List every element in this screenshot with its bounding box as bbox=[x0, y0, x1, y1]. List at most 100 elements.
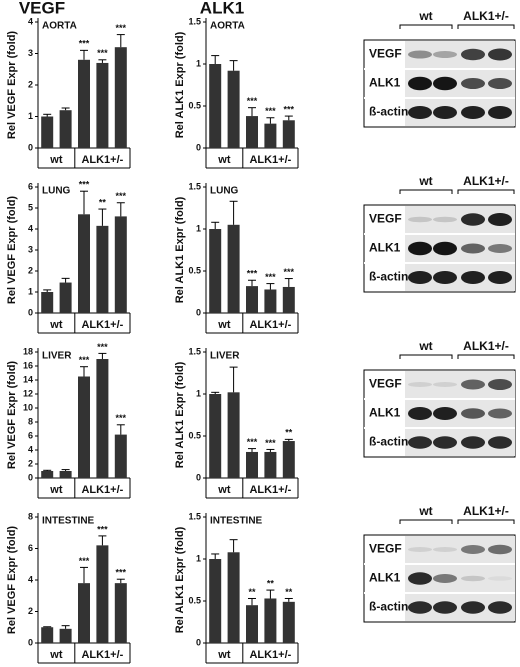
bar bbox=[246, 116, 258, 148]
blot-band bbox=[461, 436, 485, 449]
blot-bracket bbox=[399, 189, 453, 194]
panel-title: LIVER bbox=[210, 351, 240, 362]
blot-row-label: ALK1 bbox=[369, 571, 401, 585]
blot-band bbox=[461, 48, 485, 61]
bar bbox=[282, 120, 295, 148]
bar bbox=[41, 471, 54, 478]
blot-group-label: wt bbox=[418, 174, 432, 188]
y-tick-label: 6 bbox=[28, 430, 33, 440]
y-tick-label: 8 bbox=[28, 511, 33, 521]
y-tick-label: 4 bbox=[28, 16, 33, 26]
y-tick-label: 2 bbox=[28, 79, 33, 89]
bar bbox=[114, 47, 127, 149]
y-tick-label: 1 bbox=[196, 58, 201, 68]
significance-label: ** bbox=[99, 197, 107, 207]
blot-band bbox=[461, 575, 485, 582]
column-title: VEGF bbox=[19, 0, 65, 17]
blot-band bbox=[461, 408, 485, 419]
significance-label: ** bbox=[285, 428, 293, 438]
bar bbox=[264, 451, 277, 478]
blot-bracket bbox=[457, 24, 515, 29]
blot-band bbox=[433, 216, 457, 223]
y-tick-label: 2 bbox=[28, 606, 33, 616]
blot-band bbox=[461, 106, 485, 119]
significance-label: *** bbox=[116, 191, 127, 201]
y-tick-label: 14 bbox=[23, 374, 33, 384]
group-label: wt bbox=[217, 484, 231, 496]
y-tick-label: 0 bbox=[28, 142, 33, 152]
blot-row-label: VEGF bbox=[369, 542, 402, 556]
bar bbox=[264, 598, 277, 643]
blot-band bbox=[408, 547, 432, 552]
bar bbox=[227, 392, 240, 478]
bar bbox=[78, 583, 90, 643]
y-axis-label: Rel VEGF Expr (fold) bbox=[6, 196, 18, 305]
y-tick-label: 0 bbox=[28, 307, 33, 317]
blot-band bbox=[488, 48, 512, 61]
significance-label: *** bbox=[284, 104, 295, 114]
panel-title: LUNG bbox=[42, 186, 71, 197]
significance-label: *** bbox=[79, 39, 90, 49]
bar bbox=[114, 216, 127, 313]
group-label: ALK1+/- bbox=[81, 154, 123, 166]
y-tick-label: 3 bbox=[28, 48, 33, 58]
y-tick-label: 10 bbox=[23, 402, 33, 412]
panel-title: AORTA bbox=[42, 21, 77, 32]
blot-band bbox=[488, 544, 512, 555]
y-axis-label: Rel ALK1 Expr (fold) bbox=[174, 31, 186, 138]
significance-label: *** bbox=[247, 96, 258, 106]
significance-label: *** bbox=[247, 269, 258, 279]
bar bbox=[246, 605, 258, 643]
bar bbox=[114, 434, 127, 478]
bar bbox=[209, 64, 222, 148]
y-tick-label: 12 bbox=[23, 388, 33, 398]
significance-label: *** bbox=[97, 342, 108, 352]
group-label: ALK1+/- bbox=[249, 649, 291, 661]
blot-bracket bbox=[457, 189, 515, 194]
blot-band bbox=[408, 106, 432, 119]
y-tick-label: 1.5 bbox=[188, 346, 201, 356]
y-tick-label: 6 bbox=[28, 181, 33, 191]
panel-title: AORTA bbox=[210, 21, 245, 32]
blot-band bbox=[433, 382, 457, 387]
bar bbox=[78, 59, 90, 148]
bar bbox=[264, 289, 277, 313]
bar bbox=[114, 583, 127, 643]
blot-band bbox=[461, 271, 485, 284]
y-tick-label: 0 bbox=[196, 307, 201, 317]
significance-label: ** bbox=[248, 587, 256, 597]
y-tick-label: 2 bbox=[28, 265, 33, 275]
blot-band bbox=[461, 78, 485, 89]
significance-label: *** bbox=[116, 568, 127, 578]
bar bbox=[246, 451, 258, 478]
bar bbox=[209, 229, 222, 313]
y-tick-label: 4 bbox=[28, 223, 33, 233]
y-tick-label: 0.5 bbox=[188, 430, 201, 440]
bar bbox=[59, 282, 72, 313]
y-tick-label: 0 bbox=[196, 637, 201, 647]
group-label: wt bbox=[217, 319, 231, 331]
y-tick-label: 18 bbox=[23, 346, 33, 356]
group-label: ALK1+/- bbox=[249, 484, 291, 496]
blot-row-label: ß-actin bbox=[369, 270, 408, 284]
group-label: ALK1+/- bbox=[81, 649, 123, 661]
blot-band bbox=[433, 601, 457, 614]
significance-label: *** bbox=[116, 413, 127, 423]
y-axis-label: Rel VEGF Expr (fold) bbox=[6, 31, 18, 140]
bar bbox=[282, 441, 295, 478]
bar bbox=[227, 224, 240, 313]
blot-band bbox=[408, 76, 432, 91]
blot-band bbox=[488, 408, 512, 419]
blot-band bbox=[408, 407, 432, 420]
bar bbox=[78, 214, 90, 313]
significance-label: *** bbox=[247, 437, 258, 447]
y-tick-label: 5 bbox=[28, 202, 33, 212]
significance-label: *** bbox=[265, 106, 276, 116]
group-label: ALK1+/- bbox=[249, 154, 291, 166]
blot-bracket bbox=[399, 24, 453, 29]
bar bbox=[246, 286, 258, 313]
blot-band bbox=[488, 576, 512, 581]
panel-title: INTESTINE bbox=[210, 516, 263, 527]
bar bbox=[59, 471, 72, 478]
